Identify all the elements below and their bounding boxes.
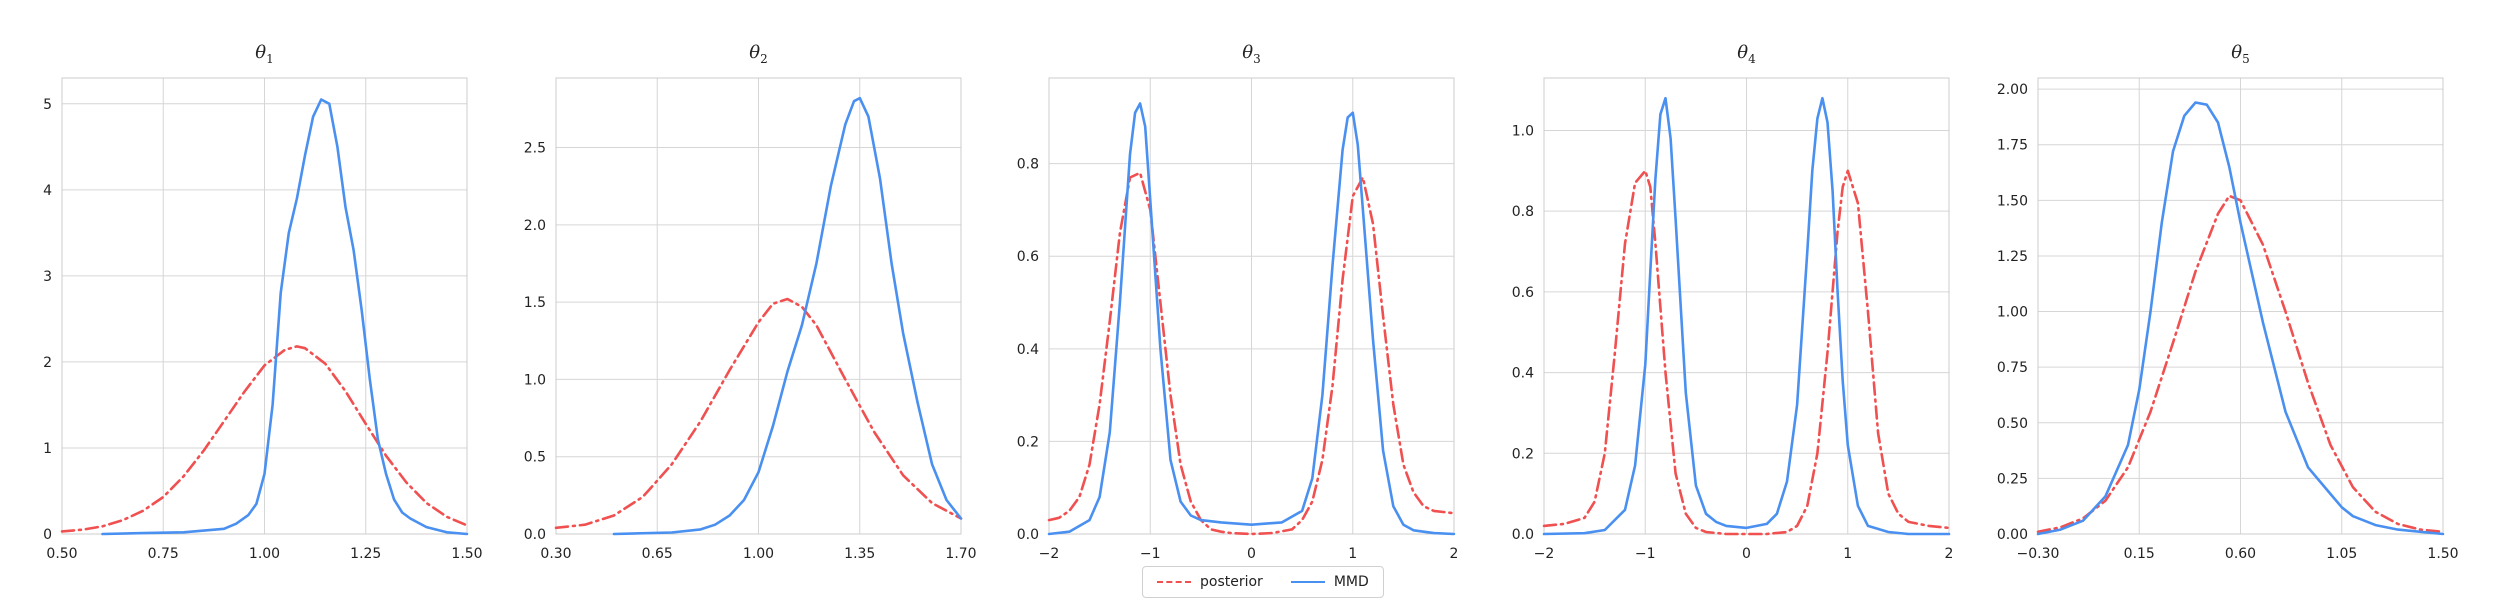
y-tick-label: 0.00 <box>1997 527 2028 543</box>
x-tick-label: −0.30 <box>2017 546 2060 562</box>
y-tick-label: 0.50 <box>1997 416 2028 432</box>
legend-swatch-posterior <box>1157 581 1191 583</box>
panel-title-subscript: 3 <box>1253 52 1261 66</box>
panel-title-subscript: 2 <box>760 52 768 66</box>
panel-theta-2: 0.30 0.65 1.00 1.35 1.70 0.0 0.5 1.0 1.5 2.0 2.5 θ2 <box>524 42 977 562</box>
y-tick-label: 0.2 <box>1017 434 1039 450</box>
x-tick-label: 0 <box>1247 546 1256 562</box>
series-line-posterior <box>554 297 963 530</box>
y-tick-label: 3 <box>43 269 52 285</box>
y-tick-label: 2.00 <box>1997 82 2028 98</box>
panel-theta-3: −2 −1 0 1 2 0.0 0.2 0.4 0.6 0.8 θ3 <box>1017 42 1459 562</box>
panel-title: θ5 <box>2231 42 2249 66</box>
y-tick-label: 0.0 <box>524 527 546 543</box>
x-tick-label: 0.30 <box>540 546 571 562</box>
axes-frame <box>555 77 962 535</box>
x-tick-label: 2 <box>1450 546 1459 562</box>
panel-title: θ4 <box>1737 42 1756 66</box>
y-tick-label: 0.0 <box>1017 527 1039 543</box>
panel-title: θ2 <box>749 42 767 66</box>
y-tick-label: 1.25 <box>1997 249 2028 265</box>
y-tick-label: 1.0 <box>1512 123 1534 139</box>
x-tick-label: −2 <box>1534 546 1555 562</box>
panel-title: θ3 <box>1242 42 1260 66</box>
series-line-mmd <box>2036 101 2445 536</box>
y-tick-label: 1.50 <box>1997 193 2028 209</box>
x-tick-label: 1.50 <box>2427 546 2458 562</box>
y-tick-label: 1 <box>43 441 52 457</box>
legend-label-mmd: MMD <box>1333 574 1369 590</box>
y-tick-label: 0.25 <box>1997 471 2028 487</box>
panel-title-subscript: 4 <box>1748 52 1756 66</box>
series-line-mmd <box>612 96 963 536</box>
legend-swatch-mmd <box>1290 581 1325 583</box>
axes-frame <box>2037 77 2444 535</box>
y-tick-label: 0.4 <box>1017 342 1039 358</box>
x-tick-label: 1.05 <box>2326 546 2357 562</box>
x-tick-label: −1 <box>1635 546 1656 562</box>
x-tick-label: 1.70 <box>945 546 976 562</box>
x-tick-label: 1 <box>1348 546 1357 562</box>
x-tick-label: 1.50 <box>451 546 482 562</box>
x-tick-label: 2 <box>1945 546 1954 562</box>
y-tick-label: 1.75 <box>1997 138 2028 154</box>
axes-frame <box>1543 77 1950 535</box>
series-line-mmd <box>1047 102 1456 536</box>
y-tick-label: 0.8 <box>1512 204 1534 220</box>
x-tick-label: 0.15 <box>2124 546 2155 562</box>
series-line-mmd <box>1542 96 1951 536</box>
panel-title: θ1 <box>255 42 273 66</box>
panel-title-subscript: 5 <box>2242 52 2250 66</box>
x-tick-label: 0.75 <box>148 546 179 562</box>
y-tick-label: 0.8 <box>1017 157 1039 173</box>
legend-entry-mmd: MMD <box>1290 574 1369 590</box>
y-tick-label: 1.00 <box>1997 305 2028 321</box>
x-tick-label: 1.00 <box>743 546 774 562</box>
y-tick-label: 2.5 <box>524 141 546 157</box>
x-tick-label: 0.60 <box>2225 546 2256 562</box>
legend-entry-posterior: posterior <box>1157 574 1263 590</box>
y-tick-label: 0.2 <box>1512 446 1534 462</box>
y-tick-label: 0.5 <box>524 450 546 466</box>
x-tick-label: 0.65 <box>642 546 673 562</box>
y-tick-label: 0.6 <box>1017 249 1039 265</box>
panel-theta-1: 0.50 0.75 1.00 1.25 1.50 0 1 2 3 4 5 θ1 <box>43 42 483 562</box>
y-tick-label: 0 <box>43 527 52 543</box>
series-line-posterior <box>1047 171 1456 536</box>
series-line-posterior <box>1542 169 1951 536</box>
y-tick-label: 5 <box>43 97 52 113</box>
legend-label-posterior: posterior <box>1200 574 1263 590</box>
panel-title-subscript: 1 <box>266 52 274 66</box>
x-tick-label: −1 <box>1140 546 1161 562</box>
series-line-posterior <box>60 345 469 533</box>
y-tick-label: 0.4 <box>1512 366 1534 382</box>
panel-theta-4: −2 −1 0 1 2 0.0 0.2 0.4 0.6 0.8 1.0 θ4 <box>1512 42 1954 562</box>
legend: posterior MMD <box>1142 566 1384 598</box>
x-tick-label: 0 <box>1742 546 1751 562</box>
y-tick-label: 0.75 <box>1997 360 2028 376</box>
axes-frame <box>61 77 468 535</box>
x-tick-label: 1.35 <box>844 546 875 562</box>
panel-theta-5: −0.30 0.15 0.60 1.05 1.50 0.00 0.25 0.50 0.75 1.0… <box>1997 42 2459 562</box>
x-tick-label: 1 <box>1843 546 1852 562</box>
y-tick-label: 0.0 <box>1512 527 1534 543</box>
y-tick-label: 2 <box>43 355 52 371</box>
y-tick-label: 0.6 <box>1512 285 1534 301</box>
y-tick-label: 4 <box>43 183 52 199</box>
x-tick-label: 1.00 <box>249 546 280 562</box>
y-tick-label: 1.5 <box>524 295 546 311</box>
y-tick-label: 1.0 <box>524 372 546 388</box>
series-line-mmd <box>101 98 469 536</box>
x-tick-label: 0.50 <box>46 546 77 562</box>
y-tick-label: 2.0 <box>524 218 546 234</box>
x-tick-label: 1.25 <box>350 546 381 562</box>
x-tick-label: −2 <box>1039 546 1060 562</box>
